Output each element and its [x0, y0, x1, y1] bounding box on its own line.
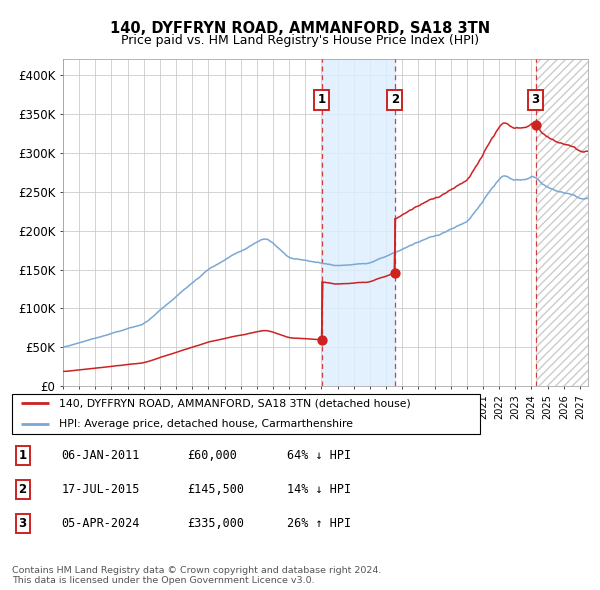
Text: 05-APR-2024: 05-APR-2024 [62, 517, 140, 530]
Bar [536, 59, 588, 386]
Text: 1: 1 [19, 449, 26, 462]
Text: 2: 2 [391, 93, 399, 106]
Text: 140, DYFFRYN ROAD, AMMANFORD, SA18 3TN (detached house): 140, DYFFRYN ROAD, AMMANFORD, SA18 3TN (… [59, 398, 410, 408]
Text: 1: 1 [317, 93, 326, 106]
Text: £60,000: £60,000 [188, 449, 238, 462]
Point [390, 268, 400, 278]
Point [531, 120, 541, 130]
Bar [322, 59, 395, 386]
Point [317, 335, 326, 345]
Text: £335,000: £335,000 [188, 517, 245, 530]
Text: HPI: Average price, detached house, Carmarthenshire: HPI: Average price, detached house, Carm… [59, 419, 353, 429]
Text: 64% ↓ HPI: 64% ↓ HPI [287, 449, 351, 462]
Text: 2: 2 [19, 483, 26, 496]
Text: 06-JAN-2011: 06-JAN-2011 [62, 449, 140, 462]
Text: 3: 3 [532, 93, 539, 106]
Text: £145,500: £145,500 [188, 483, 245, 496]
Text: 3: 3 [19, 517, 26, 530]
Text: 17-JUL-2015: 17-JUL-2015 [62, 483, 140, 496]
Text: 140, DYFFRYN ROAD, AMMANFORD, SA18 3TN: 140, DYFFRYN ROAD, AMMANFORD, SA18 3TN [110, 21, 490, 35]
Text: 26% ↑ HPI: 26% ↑ HPI [287, 517, 351, 530]
Text: Contains HM Land Registry data © Crown copyright and database right 2024.
This d: Contains HM Land Registry data © Crown c… [12, 566, 382, 585]
Text: Price paid vs. HM Land Registry's House Price Index (HPI): Price paid vs. HM Land Registry's House … [121, 34, 479, 47]
Text: 14% ↓ HPI: 14% ↓ HPI [287, 483, 351, 496]
